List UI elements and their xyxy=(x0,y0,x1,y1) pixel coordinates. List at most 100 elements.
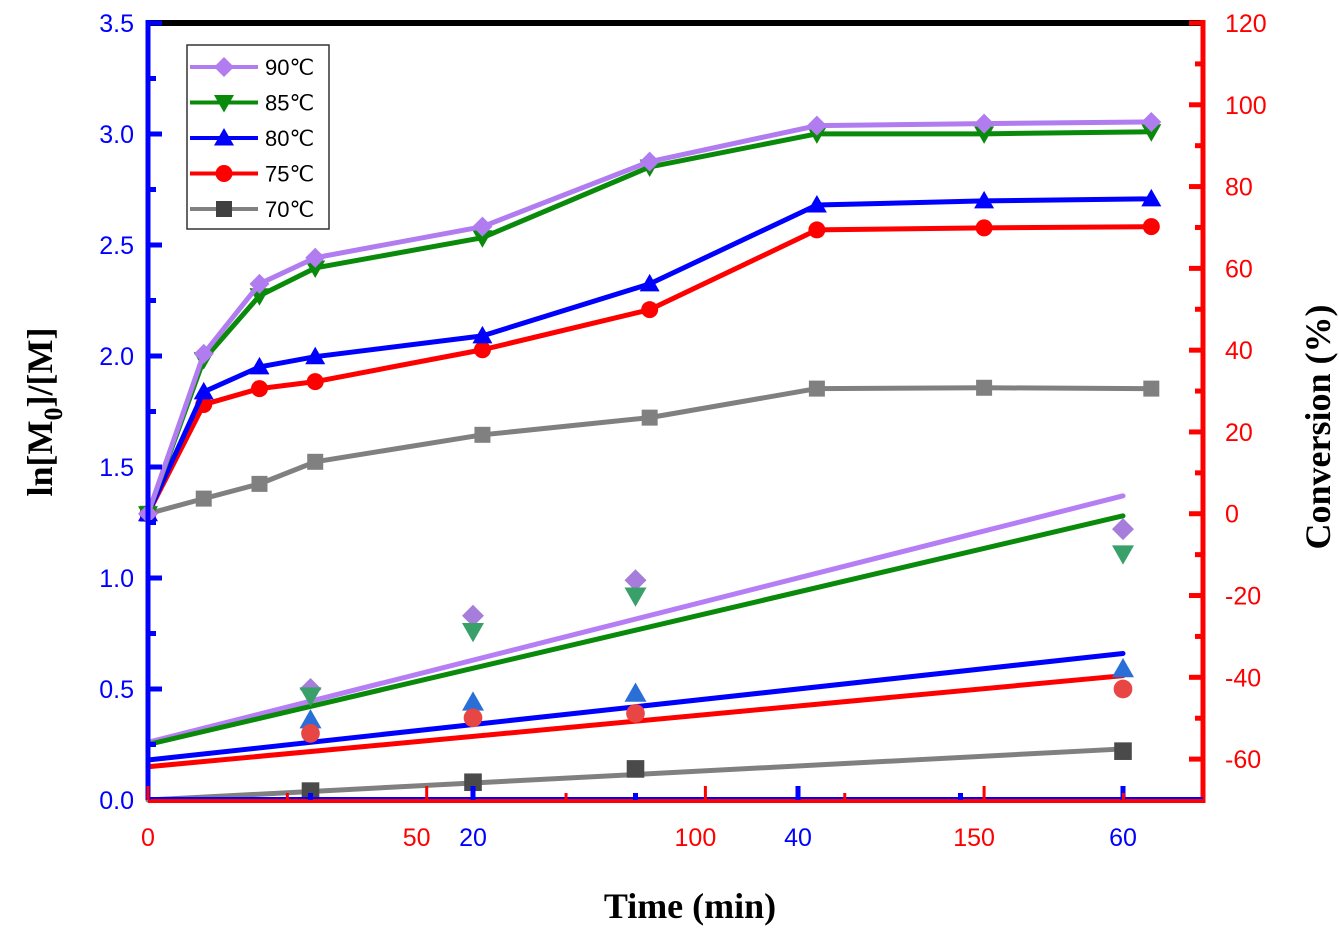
legend-label: 90℃ xyxy=(265,55,314,80)
kinetics-point-75c xyxy=(301,724,320,743)
conversion-point-70c xyxy=(976,379,993,396)
y-left-tick-label: 3.0 xyxy=(99,121,134,149)
conversion-point-75c xyxy=(975,219,993,237)
conversion-point-85c xyxy=(305,260,326,278)
x-conversion-tick-label: 150 xyxy=(953,824,995,852)
y-left-title-subscript: 0 xyxy=(39,407,68,420)
legend-label: 75℃ xyxy=(265,162,314,187)
kinetics-point-75c xyxy=(463,708,483,728)
y-right-tick-label: 20 xyxy=(1225,419,1253,447)
x-kinetics-tick-label: 20 xyxy=(459,824,487,852)
conversion-point-75c xyxy=(1142,218,1160,236)
kinetics-point-70c xyxy=(464,773,482,792)
kinetics-point-90c xyxy=(462,604,484,627)
axes: 0.0 0.5 1.0 1.5 2.0 2.5 3.0 3.5 -60 -40 -20 0 20 40 60… xyxy=(99,10,1266,852)
y-left-tick-label: 1.0 xyxy=(99,565,134,593)
legend-label: 80℃ xyxy=(265,126,314,151)
conversion-lines xyxy=(138,111,1162,524)
conversion-point-85c xyxy=(974,126,995,144)
y-right-tick-label: 80 xyxy=(1225,174,1253,202)
kinetics-point-70c xyxy=(626,760,645,778)
y-axis-right-title: Conversion (%) xyxy=(1298,305,1338,550)
x-conversion-tick-label: 50 xyxy=(403,824,431,852)
kinetics-point-80c xyxy=(299,709,322,729)
y-right-tick-label: -20 xyxy=(1225,583,1261,611)
kinetics-fit-lines xyxy=(145,493,1126,803)
conversion-point-90c xyxy=(639,151,660,172)
x-kinetics-tick-label: 60 xyxy=(1109,824,1137,852)
legend-marker-85c xyxy=(214,95,234,113)
conversion-point-80c xyxy=(639,273,660,292)
conversion-point-80c xyxy=(193,381,214,400)
kinetics-point-85c xyxy=(1112,545,1134,565)
legend-label: 85℃ xyxy=(265,91,314,116)
conversion-point-80c xyxy=(305,346,326,365)
conversion-point-80c xyxy=(472,325,493,344)
kinetics-point-70c xyxy=(1114,742,1132,760)
conversion-point-70c xyxy=(474,426,491,443)
conversion-point-70c xyxy=(307,453,324,470)
kinetics-point-75c xyxy=(1113,679,1133,699)
legend: 90℃ 85℃ 80℃ 75℃ 70℃ xyxy=(186,44,330,230)
kinetics-point-80c xyxy=(1112,658,1134,678)
conversion-point-70c xyxy=(641,409,658,426)
conversion-point-80c xyxy=(806,194,827,213)
kinetics-point-90c xyxy=(1112,518,1134,541)
y-left-tick-label: 0.5 xyxy=(99,676,134,704)
y-right-tick-label: 0 xyxy=(1225,501,1239,529)
conversion-point-70c xyxy=(1143,380,1160,397)
kinetics-point-80c xyxy=(624,682,647,702)
kinetics-point-70c xyxy=(301,782,320,800)
conversion-point-75c xyxy=(306,373,324,391)
conversion-point-85c xyxy=(472,230,493,248)
kinetics-points xyxy=(299,518,1134,800)
conversion-point-90c xyxy=(193,343,214,364)
y-right-tick-label: 120 xyxy=(1225,10,1267,38)
conversion-point-75c xyxy=(473,341,491,359)
conversion-point-80c xyxy=(974,190,995,209)
y-right-tick-label: -60 xyxy=(1225,746,1261,774)
y-right-tick-label: 60 xyxy=(1225,255,1253,283)
x-conversion-tick-label: 0 xyxy=(141,824,155,852)
y-left-tick-label: 0.0 xyxy=(99,787,134,815)
conversion-point-80c xyxy=(1141,188,1162,207)
conversion-point-75c xyxy=(641,301,659,319)
y-right-tick-label: 100 xyxy=(1225,92,1267,120)
conversion-point-80c xyxy=(249,356,270,375)
conversion-line-70c xyxy=(147,385,1152,517)
legend-label: 70℃ xyxy=(265,197,314,222)
kinetics-point-75c xyxy=(626,704,645,723)
conversion-point-90c xyxy=(249,273,270,294)
kinetics-point-80c xyxy=(462,691,484,711)
x-axis-title: Time (min) xyxy=(604,886,776,926)
conversion-point-70c xyxy=(195,490,212,507)
x-kinetics-tick-label: 40 xyxy=(784,824,812,852)
y-left-title-tail: ]/[M] xyxy=(20,328,60,408)
conversion-point-75c xyxy=(250,380,268,398)
y-left-title-main: ln[M xyxy=(20,420,60,496)
y-right-tick-label: -40 xyxy=(1225,664,1261,692)
conversion-point-90c xyxy=(305,247,326,268)
y-left-tick-label: 3.5 xyxy=(99,10,134,38)
y-left-tick-label: 2.5 xyxy=(99,232,134,260)
conversion-point-70c xyxy=(808,380,825,397)
kinetics-point-85c xyxy=(624,587,647,607)
legend-marker-75c xyxy=(215,165,233,182)
kinetics-point-85c xyxy=(299,687,322,707)
kinetics-point-90c xyxy=(624,569,647,592)
conversion-point-70c xyxy=(251,475,268,492)
y-left-tick-label: 1.5 xyxy=(99,454,134,482)
y-left-tick-label: 2.0 xyxy=(99,343,134,371)
legend-marker-80c xyxy=(214,128,234,146)
y-axis-left-title: ln[M0]/[M] xyxy=(20,328,68,497)
legend-marker-70c xyxy=(216,201,232,217)
legend-marker-90c xyxy=(214,57,234,77)
kinetics-point-85c xyxy=(462,623,484,643)
y-right-tick-label: 40 xyxy=(1225,337,1253,365)
conversion-point-90c xyxy=(974,113,995,134)
conversion-point-90c xyxy=(472,216,493,237)
conversion-point-85c xyxy=(1141,124,1162,142)
conversion-point-75c xyxy=(808,221,826,239)
x-conversion-tick-label: 100 xyxy=(675,824,717,852)
